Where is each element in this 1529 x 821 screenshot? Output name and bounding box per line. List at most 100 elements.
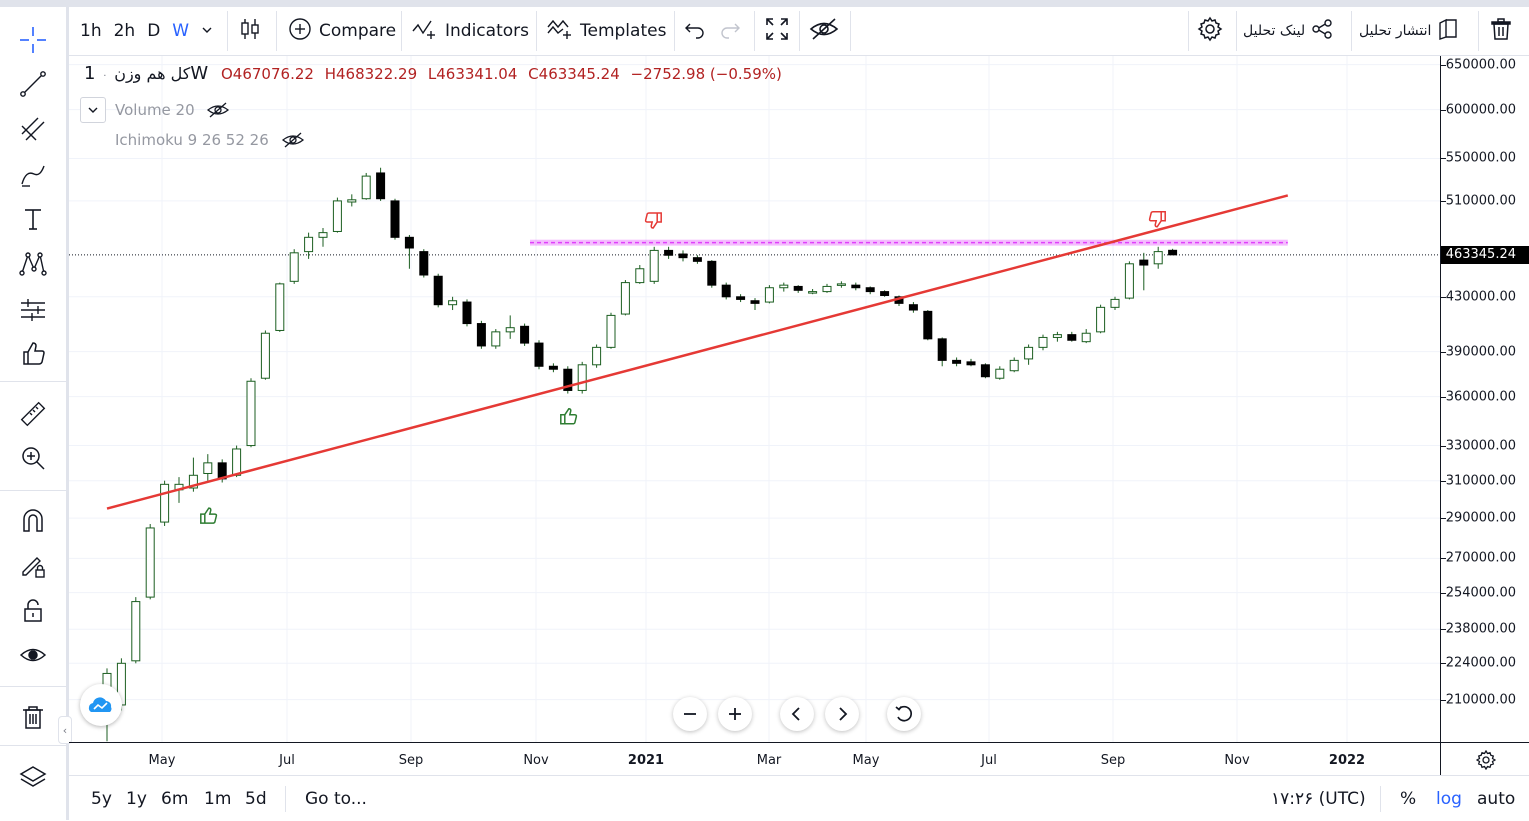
time-label: May [852,753,880,768]
candle-down [923,310,933,340]
undo-button[interactable] [684,7,706,55]
percent-toggle[interactable]: % [1400,788,1417,809]
candle-up [246,380,256,447]
thumbs-up-icon[interactable] [12,334,54,372]
ichimoku-indicator[interactable]: Ichimoku 9 26 52 26 [115,129,304,149]
delete-button[interactable] [1489,7,1513,55]
candle-up [649,249,659,282]
chevron-down-icon[interactable] [201,21,213,41]
candle-up [491,331,501,347]
crosshair-icon[interactable] [12,21,54,59]
publish-button[interactable]: انتشار تحلیل [1359,7,1459,55]
compare-button[interactable]: Compare [288,7,396,55]
price-scale[interactable]: 650000.00 600000.00 550000.00 510000.00 4300… [1440,56,1529,742]
price-tick [1441,396,1446,398]
zoom-in-icon[interactable] [12,439,54,477]
candle-up [505,327,515,333]
candle-up [347,199,357,203]
trash-icon[interactable] [12,698,54,736]
toolbar-separator [754,11,755,51]
zoom-in-button[interactable] [718,697,752,731]
thumbs-up-icon[interactable] [560,408,578,425]
thumbs-down-icon[interactable] [1148,211,1166,228]
fullscreen-button[interactable] [764,7,790,55]
goto-button[interactable]: Go to... [305,788,367,809]
redo-button[interactable] [719,7,741,55]
price-chart[interactable] [69,56,1440,742]
magnet-icon[interactable] [12,501,54,539]
toolbar-separator [1236,11,1237,51]
collapse-indicators-button[interactable] [80,97,106,123]
candle-up [1038,336,1048,348]
share-link-button[interactable]: لینک تحلیل [1243,7,1333,55]
templates-button[interactable]: Templates [546,7,666,55]
redo-icon [719,18,741,45]
candle-up [318,232,328,238]
time-label: Nov [523,753,549,768]
eye-off-icon[interactable] [281,132,304,152]
time-label: 2022 [1328,753,1366,768]
toolbar-separator [1188,11,1189,51]
thumbs-down-icon[interactable] [644,212,662,229]
log-toggle[interactable]: log [1436,788,1462,809]
text-tool-icon[interactable] [12,200,54,238]
forecast-tool-icon[interactable] [12,291,54,329]
candle-up [620,282,630,315]
symbol-name[interactable]: کل هم وزن [114,64,191,83]
ruler-icon[interactable] [12,395,54,433]
zoom-out-button[interactable] [673,697,707,731]
price-tick [1441,663,1446,665]
timeframe-w[interactable]: W [172,21,190,41]
low-value: L463341.04 [427,65,518,83]
candle-down [419,251,429,276]
candle-down [520,325,530,344]
clock-utc[interactable]: ۱۷:۲۶ (UTC) [1271,788,1366,809]
collapse-toolbar-button[interactable]: ‹ [58,716,72,744]
chart-pane[interactable] [69,56,1440,742]
lock-drawing-icon[interactable] [12,546,54,584]
candle-up [131,601,141,662]
interval-label: 1W [84,63,209,84]
range-5y[interactable]: 5y [91,788,112,809]
volume-indicator[interactable]: Volume 20 [115,99,230,122]
reset-chart-button[interactable] [887,697,921,731]
layers-icon[interactable] [12,758,54,796]
price-tick [1441,592,1446,594]
auto-toggle[interactable]: auto [1477,788,1516,809]
logo-icon [80,684,122,726]
compare-label: Compare [319,21,397,41]
range-1y[interactable]: 1y [126,788,147,809]
pitchfork-tool-icon[interactable] [12,110,54,148]
hide-drawings-button[interactable] [809,7,839,55]
scroll-right-button[interactable] [825,697,859,731]
axis-settings-button[interactable] [1440,742,1529,776]
candle-up [1024,346,1034,360]
candle-up [332,200,342,232]
window-frame-top [0,0,1529,7]
trendline-tool-icon[interactable] [12,65,54,103]
settings-button[interactable] [1197,7,1223,55]
scroll-left-button[interactable] [780,697,814,731]
indicators-button[interactable]: Indicators [411,7,529,55]
price-tick [1441,64,1446,66]
time-axis[interactable]: May Jul Sep Nov 2021 Mar May Jul Sep Nov 2022 [69,742,1440,776]
chart-type-button[interactable] [239,7,261,55]
candle-down [980,364,990,378]
brush-tool-icon[interactable] [12,156,54,194]
candle-down [664,249,674,256]
pattern-tool-icon[interactable] [12,245,54,283]
thumbs-up-icon[interactable] [200,507,218,524]
candle-down [462,301,472,325]
timeframe-d[interactable]: D [147,21,161,41]
price-label: 430000.00 [1445,289,1516,305]
range-5d[interactable]: 5d [245,788,267,809]
unlock-icon[interactable] [12,591,54,629]
candle-up [1009,359,1019,372]
timeframe-2h[interactable]: 2h [113,21,136,41]
range-6m[interactable]: 6m [161,788,189,809]
range-1m[interactable]: 1m [204,788,232,809]
eye-icon[interactable] [12,636,54,674]
candle-down [1067,334,1077,341]
timeframe-1h[interactable]: 1h [80,21,102,41]
eye-off-icon[interactable] [207,102,230,122]
